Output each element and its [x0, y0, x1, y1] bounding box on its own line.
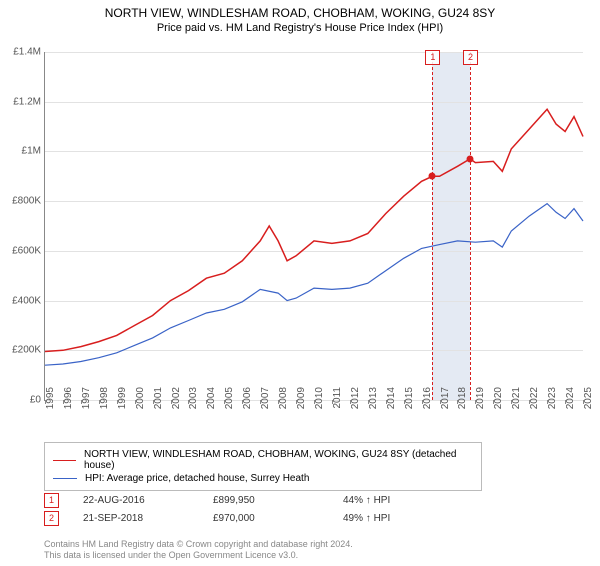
y-axis-label: £1M — [1, 146, 41, 157]
event-date: 22-AUG-2016 — [83, 495, 213, 506]
chart-title: NORTH VIEW, WINDLESHAM ROAD, CHOBHAM, WO… — [0, 6, 600, 20]
event-price: £899,950 — [213, 495, 343, 506]
event-price: £970,000 — [213, 513, 343, 524]
legend-row: HPI: Average price, detached house, Surr… — [53, 473, 473, 484]
event-marker-box: 1 — [44, 493, 59, 508]
y-axis-label: £800K — [1, 196, 41, 207]
series-property — [45, 109, 583, 351]
chart-plot-area: £0£200K£400K£600K£800K£1M£1.2M£1.4M19951… — [44, 52, 583, 401]
y-axis-label: £400K — [1, 295, 41, 306]
legend: NORTH VIEW, WINDLESHAM ROAD, CHOBHAM, WO… — [44, 442, 482, 491]
x-axis-label: 2025 — [583, 387, 594, 417]
credit-text: Contains HM Land Registry data © Crown c… — [44, 539, 353, 562]
credit-line: Contains HM Land Registry data © Crown c… — [44, 539, 353, 551]
event-date: 21-SEP-2018 — [83, 513, 213, 524]
event-row: 1 22-AUG-2016£899,95044% ↑ HPI — [44, 493, 473, 508]
marker-point — [429, 173, 436, 180]
legend-swatch — [53, 460, 76, 461]
y-axis-label: £1.2M — [1, 96, 41, 107]
legend-row: NORTH VIEW, WINDLESHAM ROAD, CHOBHAM, WO… — [53, 449, 473, 471]
y-axis-label: £0 — [1, 395, 41, 406]
event-marker-box: 2 — [44, 511, 59, 526]
y-axis-label: £200K — [1, 345, 41, 356]
event-delta: 49% ↑ HPI — [343, 513, 473, 524]
series-hpi — [45, 204, 583, 366]
credit-line: This data is licensed under the Open Gov… — [44, 550, 353, 562]
line-layer — [45, 52, 583, 400]
events-table: 1 22-AUG-2016£899,95044% ↑ HPI 2 21-SEP-201… — [44, 490, 473, 529]
chart-subtitle: Price paid vs. HM Land Registry's House … — [0, 22, 600, 34]
event-row: 2 21-SEP-2018£970,00049% ↑ HPI — [44, 511, 473, 526]
y-axis-label: £1.4M — [1, 47, 41, 58]
legend-label: HPI: Average price, detached house, Surr… — [85, 473, 309, 484]
y-axis-label: £600K — [1, 245, 41, 256]
marker-point — [467, 155, 474, 162]
legend-label: NORTH VIEW, WINDLESHAM ROAD, CHOBHAM, WO… — [84, 449, 473, 471]
legend-swatch — [53, 478, 77, 479]
event-delta: 44% ↑ HPI — [343, 495, 473, 506]
